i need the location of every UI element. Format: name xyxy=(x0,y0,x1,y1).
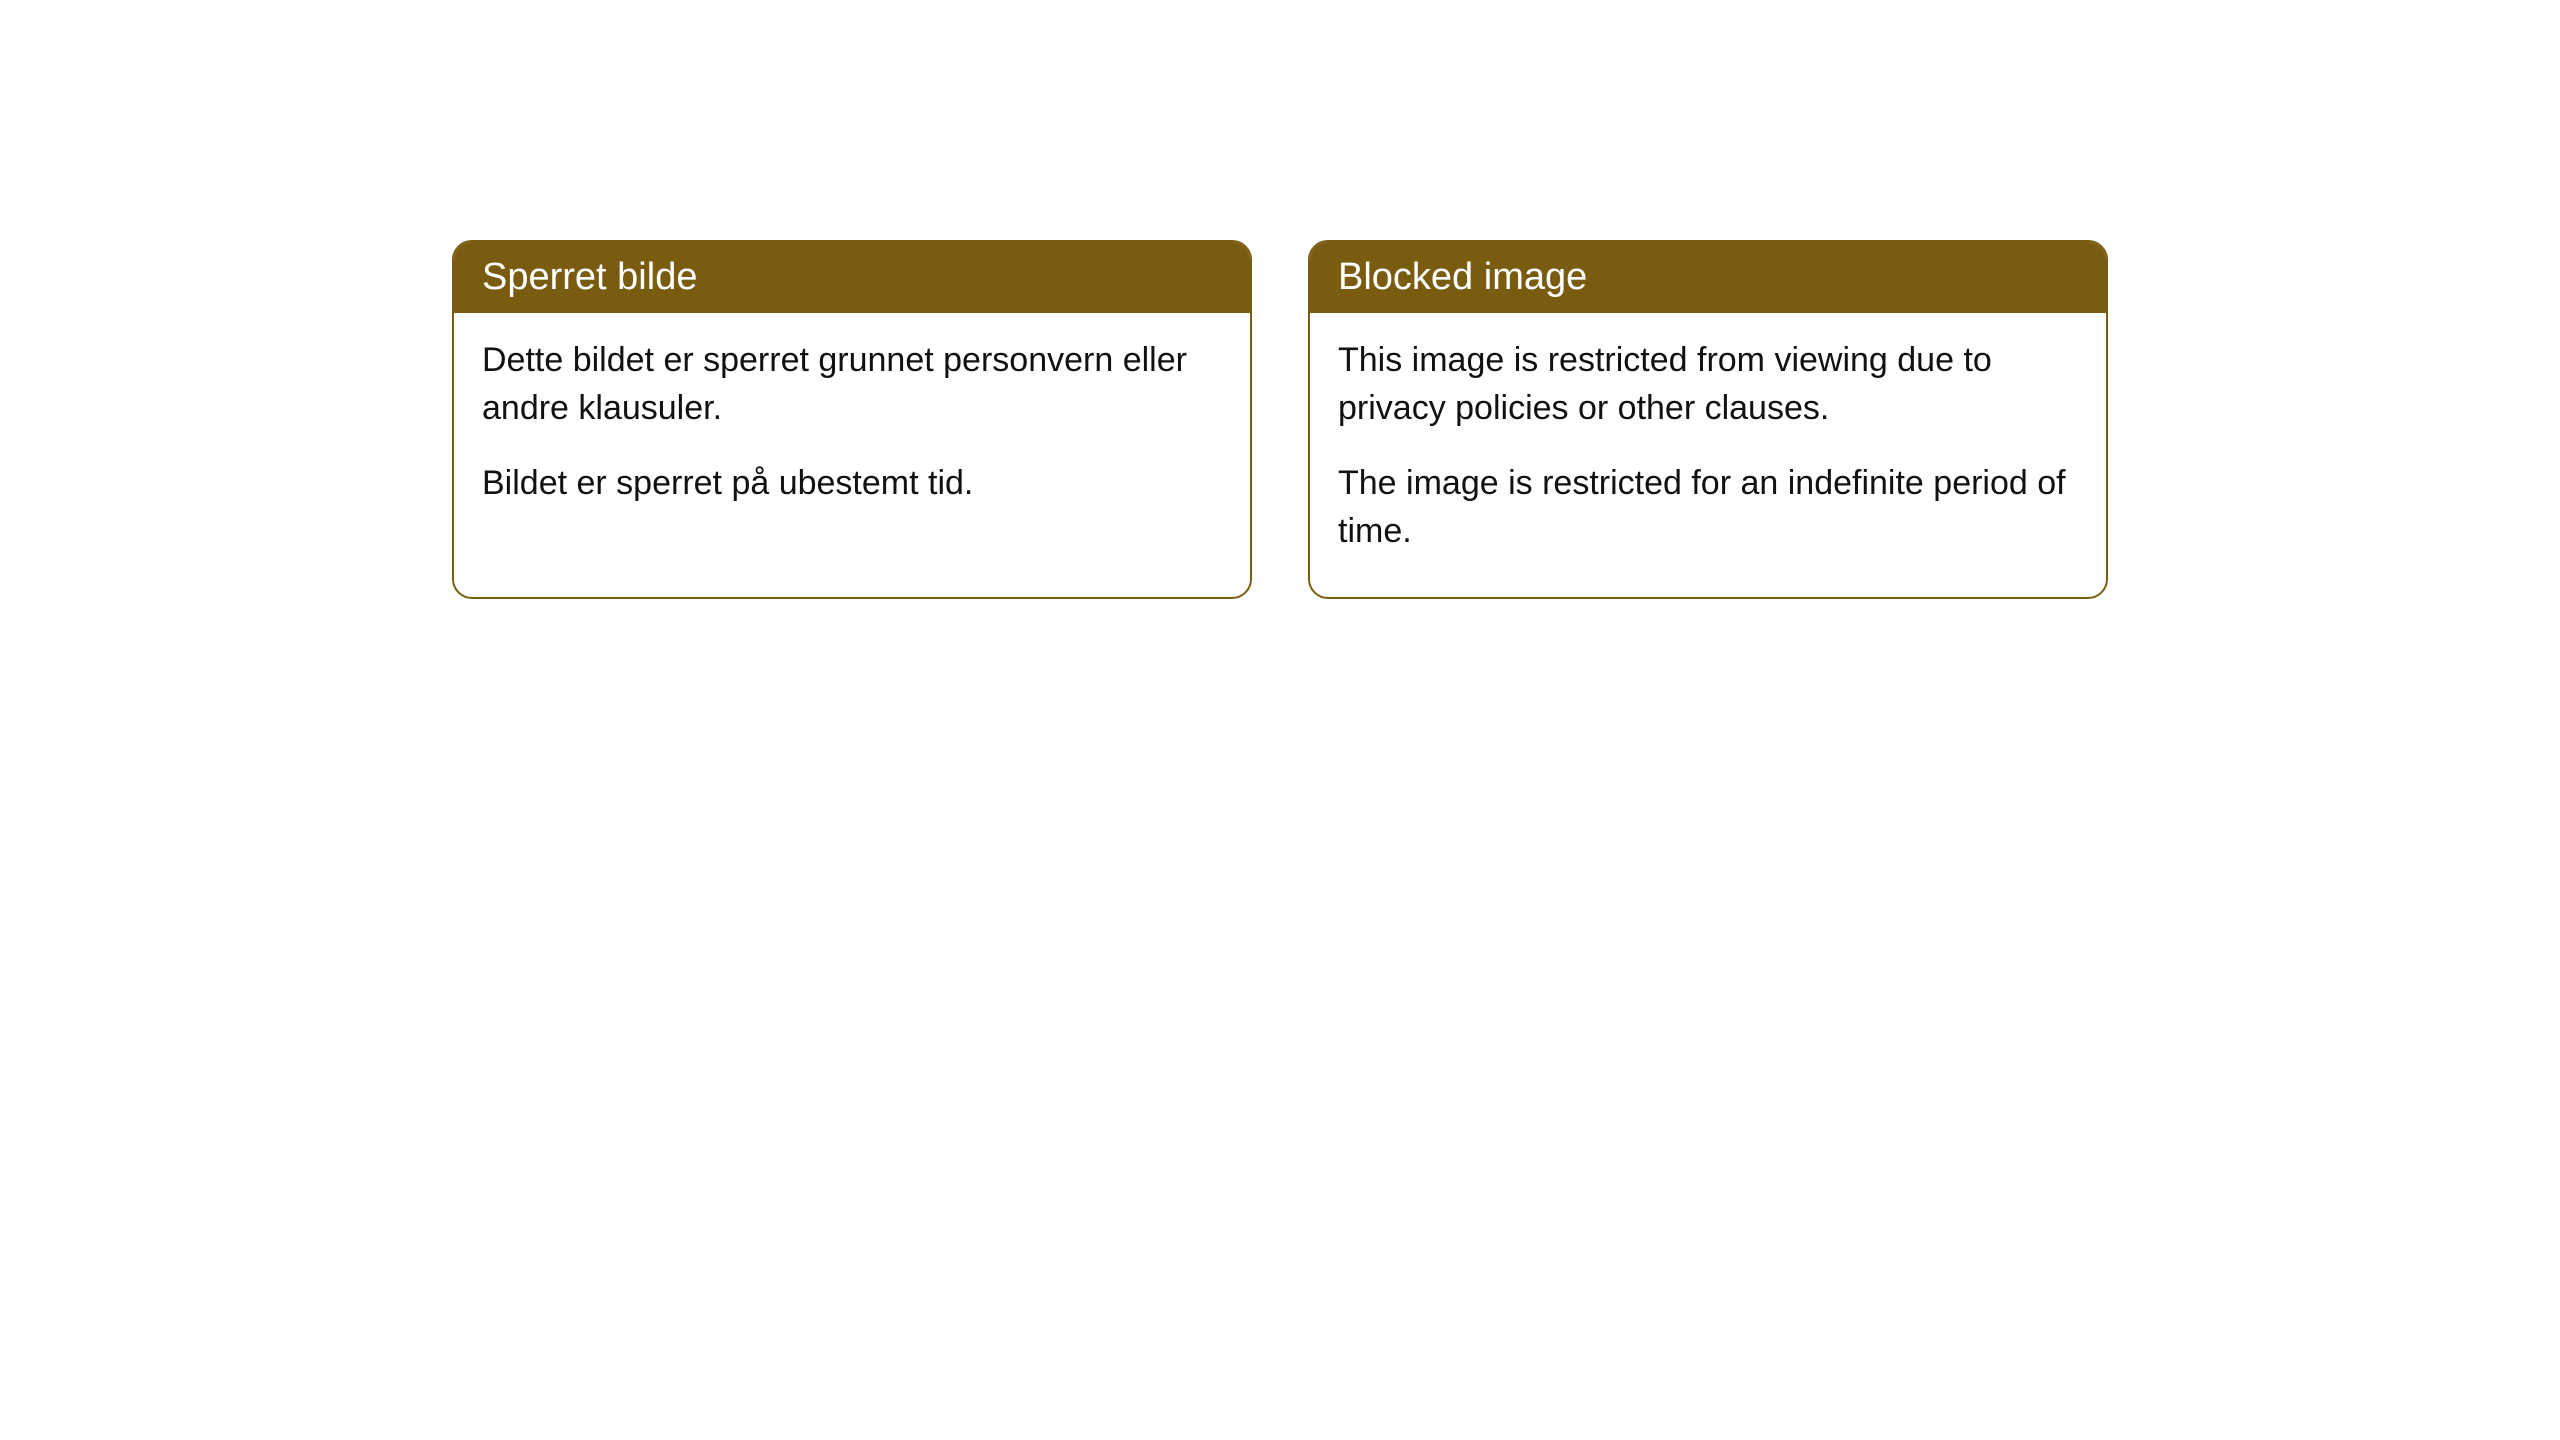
card-title: Sperret bilde xyxy=(482,256,697,298)
card-title: Blocked image xyxy=(1338,256,1587,298)
card-paragraph-1: This image is restricted from viewing du… xyxy=(1338,337,2078,432)
card-paragraph-1: Dette bildet er sperret grunnet personve… xyxy=(482,337,1222,432)
cards-container: Sperret bilde Dette bildet er sperret gr… xyxy=(452,240,2108,599)
card-paragraph-2: Bildet er sperret på ubestemt tid. xyxy=(482,460,1222,508)
info-card-norwegian: Sperret bilde Dette bildet er sperret gr… xyxy=(452,240,1252,599)
card-paragraph-2: The image is restricted for an indefinit… xyxy=(1338,460,2078,555)
card-header: Sperret bilde xyxy=(454,242,1250,313)
card-header: Blocked image xyxy=(1310,242,2106,313)
card-body: Dette bildet er sperret grunnet personve… xyxy=(454,313,1250,550)
card-body: This image is restricted from viewing du… xyxy=(1310,313,2106,597)
info-card-english: Blocked image This image is restricted f… xyxy=(1308,240,2108,599)
